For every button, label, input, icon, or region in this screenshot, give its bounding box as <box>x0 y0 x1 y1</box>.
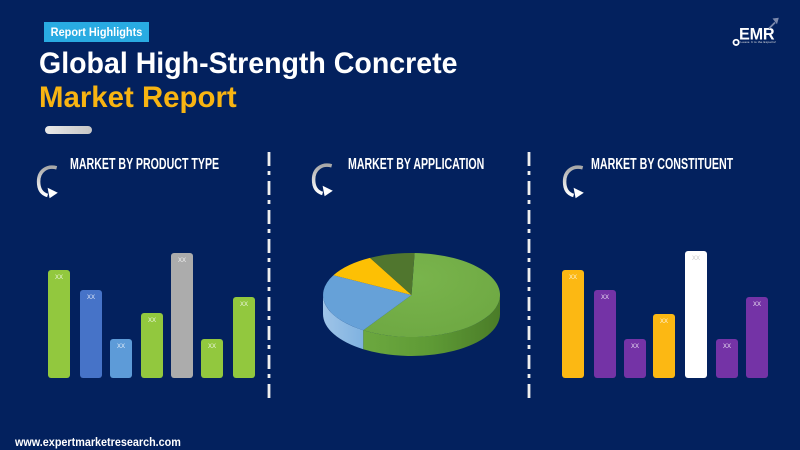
svg-text:EMR: EMR <box>739 25 775 43</box>
svg-text:Leave It to the Experts!: Leave It to the Experts! <box>741 40 777 44</box>
